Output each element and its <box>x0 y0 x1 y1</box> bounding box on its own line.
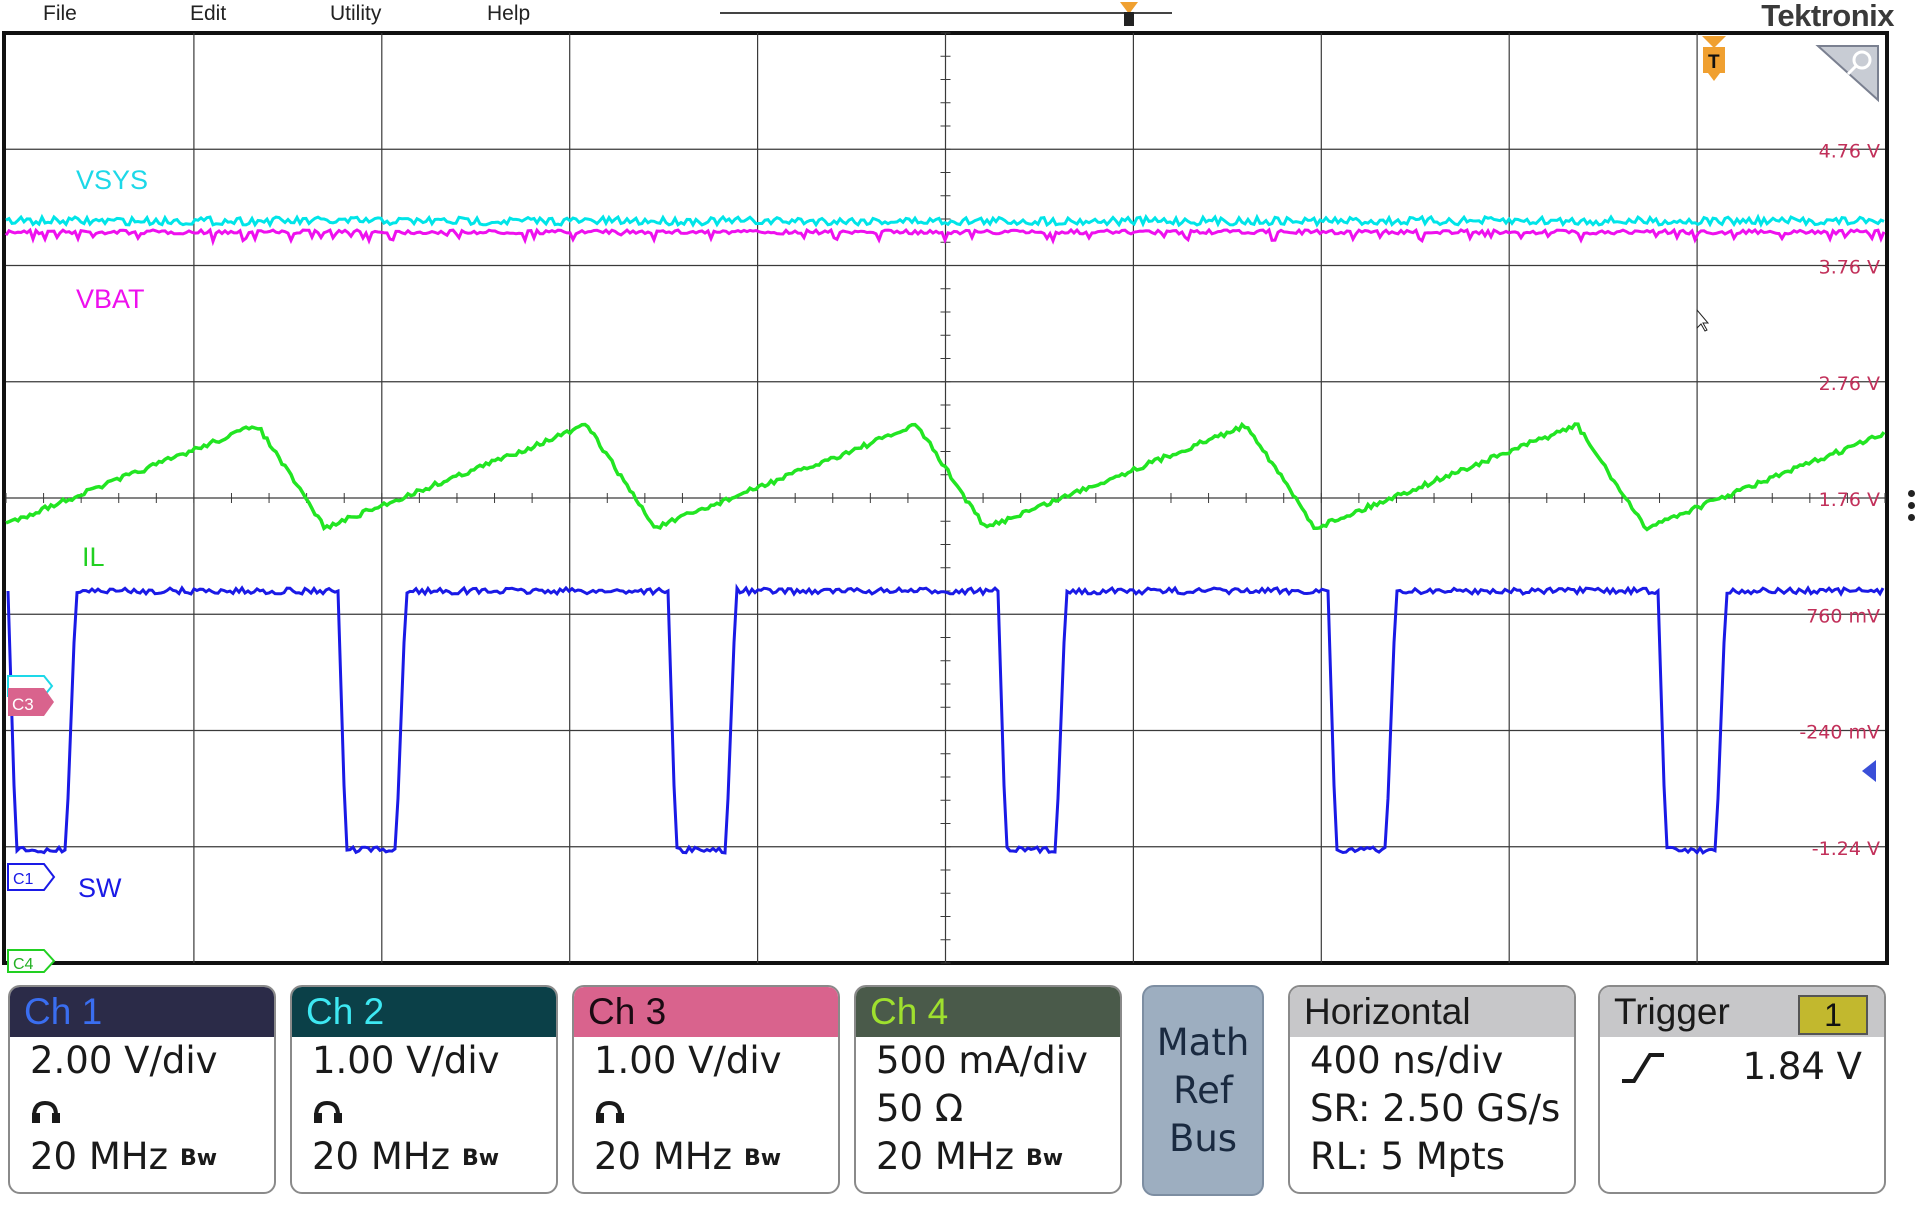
scale-label: 4.76 V <box>1819 140 1880 162</box>
il-label: IL <box>82 542 105 572</box>
ch3-title: Ch 3 <box>574 987 838 1037</box>
brand-logo: Tektronix <box>1761 0 1894 33</box>
trigger-badge[interactable]: Trigger 1 1.84 V <box>1598 985 1886 1194</box>
ch2-bandwidth-row: 20 MHz Bw <box>292 1133 556 1183</box>
ch2-scale: 1.00 V/div <box>312 1039 500 1082</box>
traces <box>4 213 1886 856</box>
scale-labels: 4.76 V 3.76 V 2.76 V 1.76 V 760 mV -240 mV -1.… <box>1799 140 1880 860</box>
trigger-level-row: 1.84 V <box>1600 1037 1884 1097</box>
c4-marker[interactable]: C4 <box>7 949 56 973</box>
zoom-icon[interactable] <box>1815 45 1879 103</box>
probe-icon <box>32 1100 60 1123</box>
vbat-trace <box>4 227 1886 247</box>
ch2-bandwidth: 20 MHz <box>312 1135 451 1178</box>
ch3-probe-row <box>574 1085 838 1133</box>
c3-marker[interactable]: C3 <box>8 688 54 716</box>
ch1-scale: 2.00 V/div <box>30 1039 218 1082</box>
vsys-label: VSYS <box>76 165 148 195</box>
waveform-display[interactable]: 4.76 V 3.76 V 2.76 V 1.76 V 760 mV -240 mV -1.… <box>0 0 1920 975</box>
ch4-badge[interactable]: Ch 4 500 mA/div 50 Ω 20 MHz Bw <box>854 985 1122 1194</box>
record-length: RL: 5 Mpts <box>1310 1135 1506 1178</box>
trigger-level-marker[interactable] <box>1862 760 1876 782</box>
horizontal-scale: 400 ns/div <box>1310 1039 1504 1082</box>
scale-label: 760 mV <box>1806 605 1880 627</box>
graticule-grid <box>5 32 1886 964</box>
trigger-title: Trigger <box>1614 991 1730 1032</box>
rising-edge-icon <box>1622 1053 1664 1083</box>
bus-label: Bus <box>1168 1116 1238 1160</box>
mouse-cursor-icon <box>1696 308 1710 332</box>
ch3-bandwidth-row: 20 MHz Bw <box>574 1133 838 1183</box>
menu-edit[interactable]: Edit <box>190 2 227 25</box>
scale-label: -240 mV <box>1799 722 1880 744</box>
horizontal-title: Horizontal <box>1290 987 1574 1037</box>
record-trigger-marker[interactable] <box>1120 2 1138 26</box>
ch1-bandwidth: 20 MHz <box>30 1135 169 1178</box>
menu-file[interactable]: File <box>43 2 77 25</box>
ch1-title: Ch 1 <box>10 987 274 1037</box>
scale-label: -1.24 V <box>1812 838 1880 860</box>
menu-utility[interactable]: Utility <box>330 2 382 25</box>
probe-icon <box>314 1100 342 1123</box>
ch1-probe-row <box>10 1085 274 1133</box>
sample-rate: SR: 2.50 GS/s <box>1310 1087 1561 1130</box>
trigger-source: 1 <box>1798 995 1868 1035</box>
ch3-scale: 1.00 V/div <box>594 1039 782 1082</box>
bandwidth-limit-icon: Bw <box>462 1145 500 1171</box>
trigger-position-marker[interactable]: T <box>1702 36 1726 81</box>
ch1-badge[interactable]: Ch 1 2.00 V/div 20 MHz Bw <box>8 985 276 1194</box>
bandwidth-limit-icon: Bw <box>744 1145 782 1171</box>
ch2-title: Ch 2 <box>292 987 556 1037</box>
c1-marker[interactable]: C1 <box>7 863 56 891</box>
probe-icon <box>596 1100 624 1123</box>
scale-label: 1.76 V <box>1819 489 1880 511</box>
menu-help[interactable]: Help <box>487 2 531 25</box>
scale-label: 2.76 V <box>1819 373 1880 395</box>
vbat-label: VBAT <box>76 284 145 314</box>
ch2-badge[interactable]: Ch 2 1.00 V/div 20 MHz Bw <box>290 985 558 1194</box>
ch3-bandwidth: 20 MHz <box>594 1135 733 1178</box>
sw-trace <box>6 583 1885 856</box>
ch4-bandwidth: 20 MHz <box>876 1135 1015 1178</box>
side-panel-handle[interactable] <box>1908 490 1916 526</box>
trigger-header: Trigger 1 <box>1600 987 1884 1037</box>
ch4-bandwidth-row: 20 MHz Bw <box>856 1133 1120 1183</box>
ch3-badge[interactable]: Ch 3 1.00 V/div 20 MHz Bw <box>572 985 840 1194</box>
ch4-scale: 500 mA/div <box>876 1039 1088 1082</box>
vsys-trace <box>5 213 1885 229</box>
ch1-bandwidth-row: 20 MHz Bw <box>10 1133 274 1183</box>
ch4-termination: 50 Ω <box>876 1087 964 1130</box>
math-label: Math <box>1156 1020 1250 1064</box>
ch4-title: Ch 4 <box>856 987 1120 1037</box>
scale-label: 3.76 V <box>1819 257 1880 279</box>
sw-label: SW <box>78 873 122 903</box>
menu-bar: File Edit Utility Help Tektronix <box>0 0 1920 33</box>
ref-label: Ref <box>1173 1068 1233 1112</box>
math-ref-bus-button[interactable]: Math Ref Bus <box>1142 985 1264 1196</box>
trigger-level: 1.84 V <box>1742 1045 1862 1088</box>
c1-marker-label: C1 <box>13 871 34 888</box>
bandwidth-limit-icon: Bw <box>1026 1145 1064 1171</box>
ch2-probe-row <box>292 1085 556 1133</box>
c4-marker-label: C4 <box>13 956 34 973</box>
c3-marker-label: C3 <box>12 695 34 714</box>
bandwidth-limit-icon: Bw <box>180 1145 218 1171</box>
horizontal-badge[interactable]: Horizontal 400 ns/div SR: 2.50 GS/s RL: … <box>1288 985 1576 1194</box>
il-trace <box>5 421 1886 532</box>
trigger-marker-label: T <box>1708 52 1720 73</box>
